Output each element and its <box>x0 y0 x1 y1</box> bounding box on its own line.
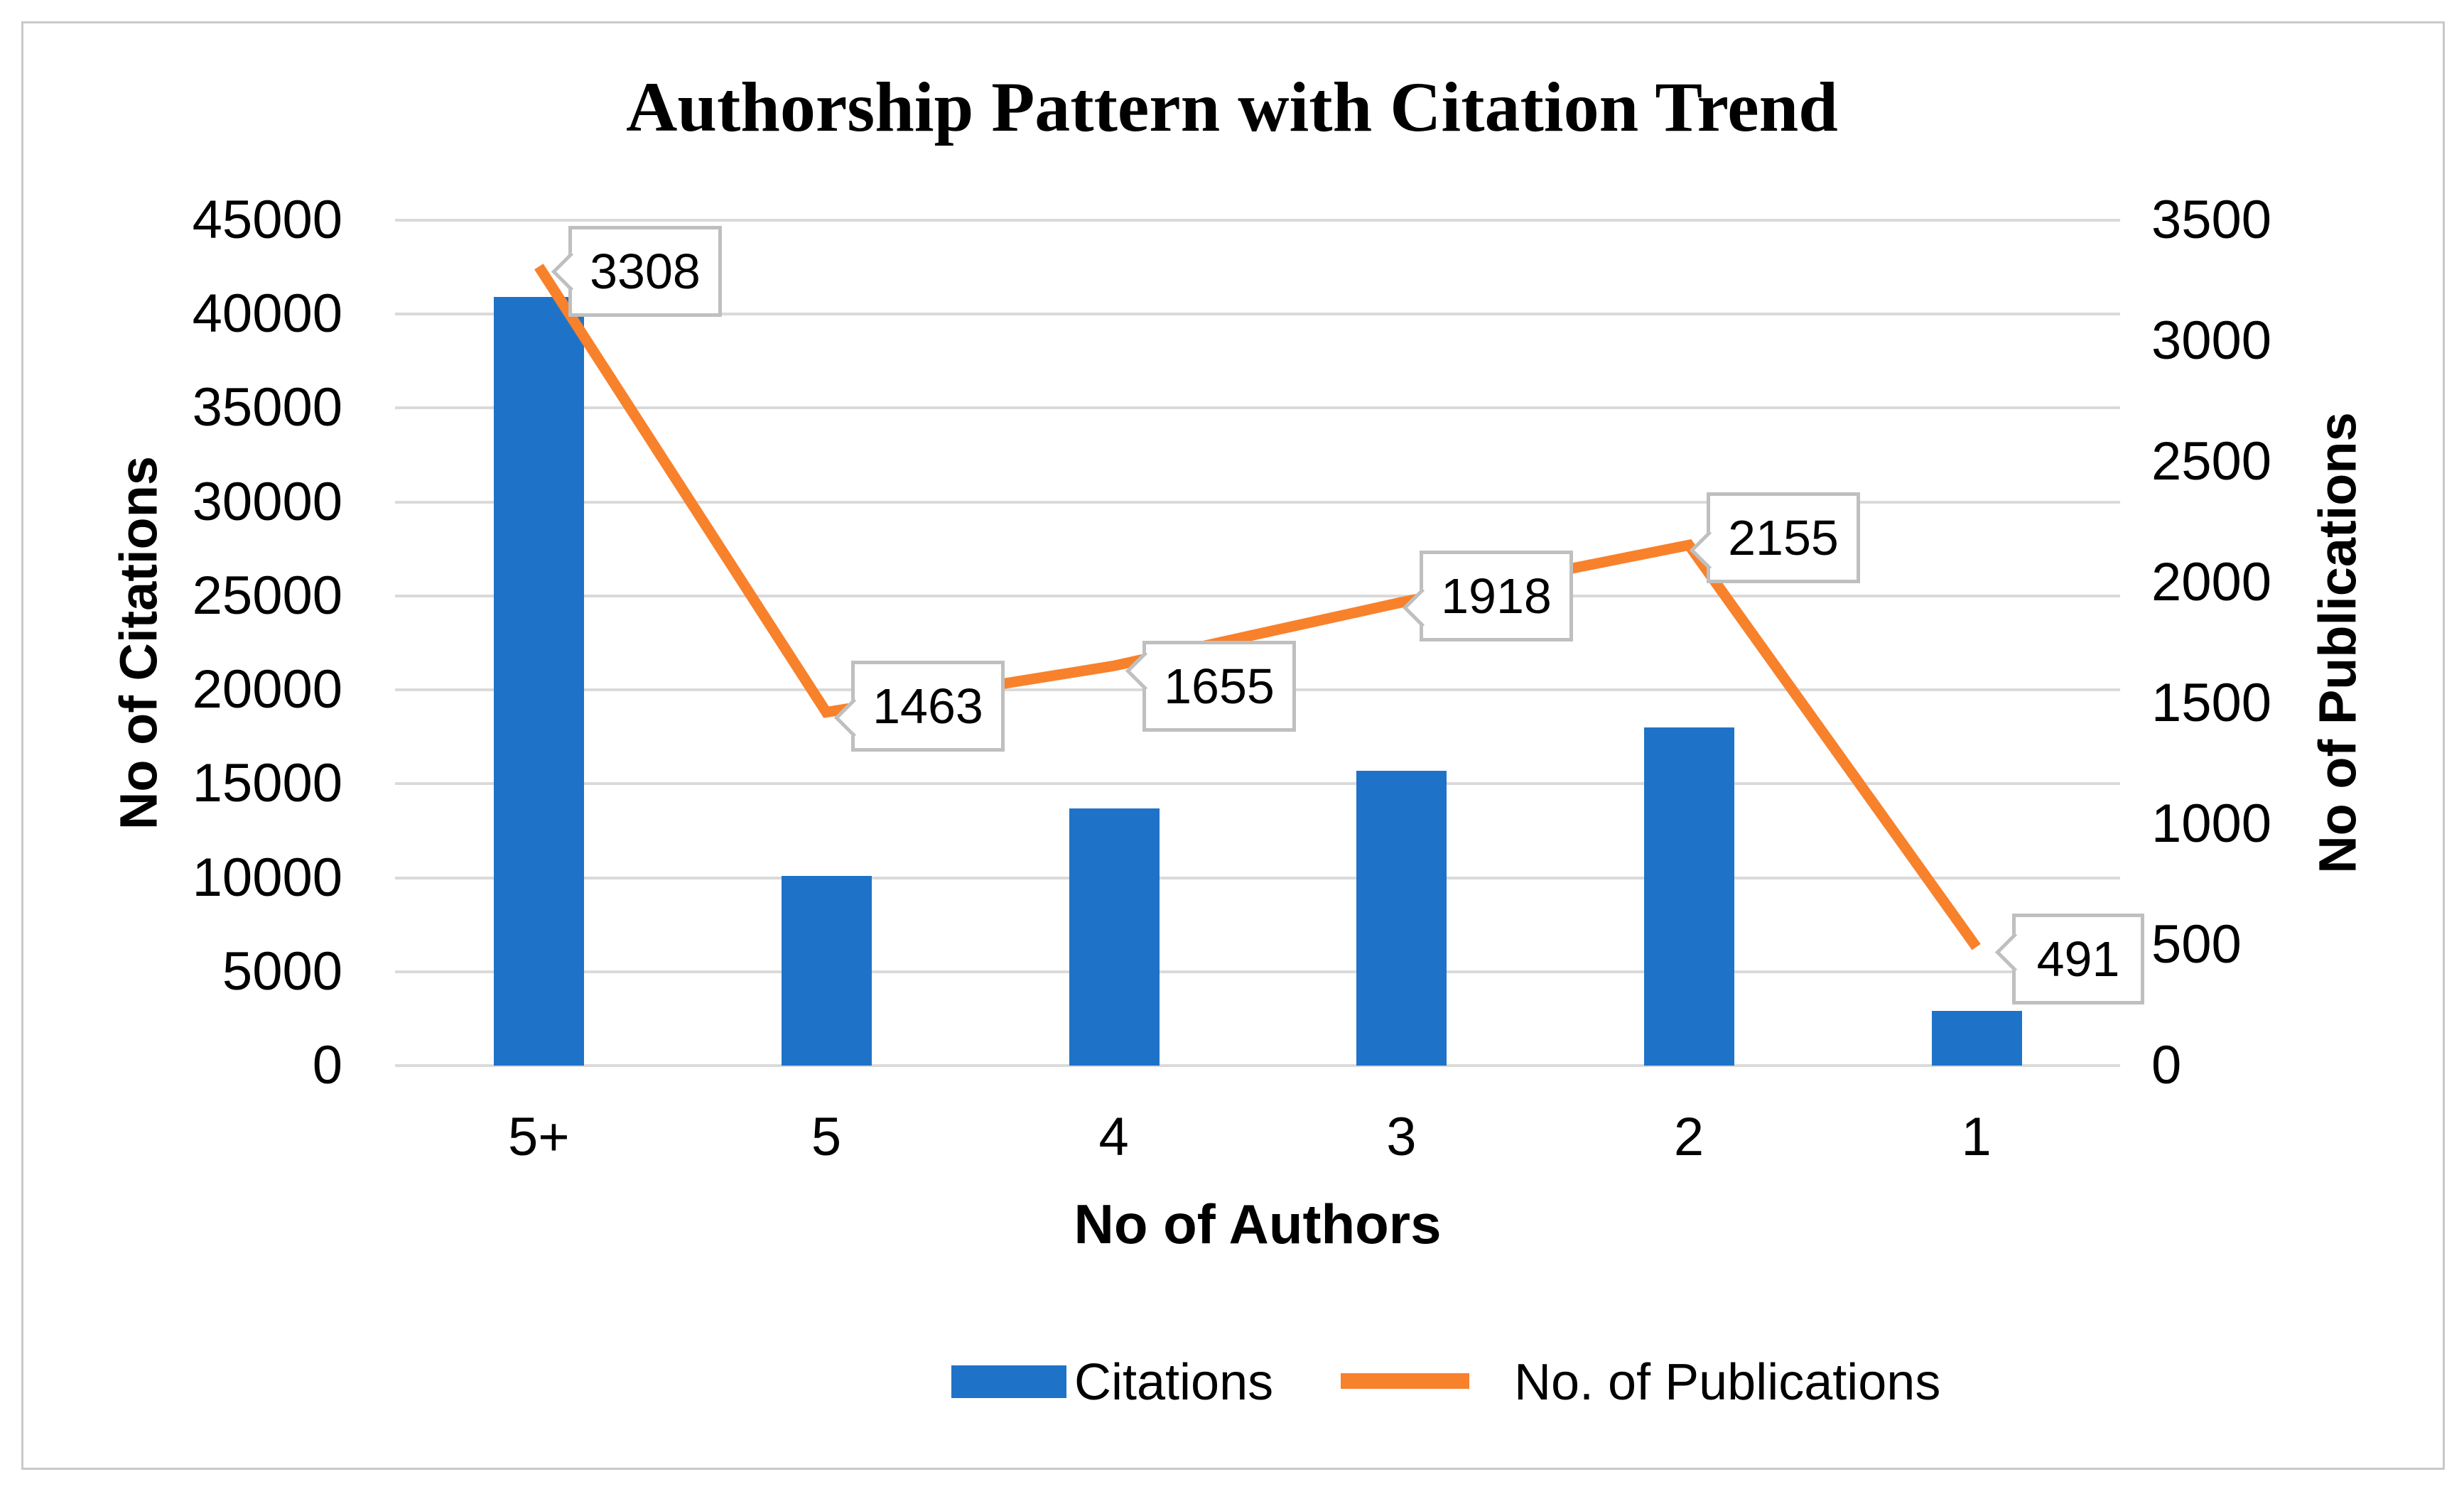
right-axis-tick-label: 3500 <box>2151 190 2272 250</box>
right-axis-tick-label: 500 <box>2151 914 2242 975</box>
citations-bar <box>1356 770 1447 1066</box>
left-axis-tick-label: 5000 <box>222 941 342 1002</box>
gridline <box>395 500 2120 504</box>
gridline <box>395 876 2120 879</box>
chart-title: Authorship Pattern with Citation Trend <box>626 67 1838 146</box>
left-axis-tick-label: 0 <box>312 1035 342 1095</box>
legend-citations-label: Citations <box>1074 1354 1274 1411</box>
x-axis-tick-label: 3 <box>1386 1107 1417 1167</box>
left-axis-tick-label: 15000 <box>192 753 342 814</box>
gridline <box>395 1064 2120 1067</box>
x-axis-tick-label: 1 <box>1961 1107 1992 1167</box>
x-axis-tick-label: 4 <box>1098 1107 1129 1167</box>
x-axis-tick-label: 5+ <box>508 1107 570 1167</box>
gridline <box>395 782 2120 786</box>
x-axis-tick-label: 5 <box>811 1107 842 1167</box>
right-axis-tick-label: 1000 <box>2151 794 2272 854</box>
gridline <box>395 313 2120 316</box>
data-label-callout: 1463 <box>833 661 1005 752</box>
x-axis-tick-label: 2 <box>1673 1107 1704 1167</box>
right-axis-tick-label: 3000 <box>2151 310 2272 371</box>
legend-citations-swatch <box>951 1365 1066 1398</box>
legend-publications-label: No. of Publications <box>1514 1354 1941 1411</box>
right-axis-tick-label: 1500 <box>2151 673 2272 733</box>
citations-bar <box>782 875 872 1066</box>
left-axis-tick-label: 35000 <box>192 377 342 438</box>
publications-line <box>534 264 1981 951</box>
data-label-callout: 1918 <box>1402 551 1573 641</box>
gridline <box>395 219 2120 222</box>
left-axis-tick-label: 40000 <box>192 283 342 345</box>
chart-outer-frame <box>21 21 2445 1470</box>
right-axis-tick-label: 0 <box>2151 1035 2182 1095</box>
citations-bar <box>494 297 585 1066</box>
left-axis-tick-label: 30000 <box>192 471 342 532</box>
data-label-callout: 2155 <box>1689 492 1860 583</box>
legend-publications-swatch <box>1341 1373 1469 1389</box>
left-axis-tick-label: 25000 <box>192 565 342 626</box>
gridline <box>395 594 2120 597</box>
data-label-callout: 491 <box>1994 914 2144 1005</box>
citations-bar <box>1931 1011 2022 1066</box>
left-axis-tick-label: 45000 <box>192 190 342 250</box>
citations-bar <box>1644 727 1734 1066</box>
right-axis-tick-label: 2000 <box>2151 552 2272 612</box>
gridline <box>395 970 2120 973</box>
left-axis-tick-label: 20000 <box>192 659 342 720</box>
data-label-callout: 3308 <box>551 226 722 317</box>
citations-bar <box>1069 808 1160 1066</box>
x-axis-title: No of Authors <box>1074 1193 1442 1255</box>
right-axis-tick-label: 2500 <box>2151 431 2272 492</box>
left-axis-tick-label: 10000 <box>192 847 342 908</box>
gridline <box>395 406 2120 410</box>
data-label-callout: 1655 <box>1125 641 1296 732</box>
